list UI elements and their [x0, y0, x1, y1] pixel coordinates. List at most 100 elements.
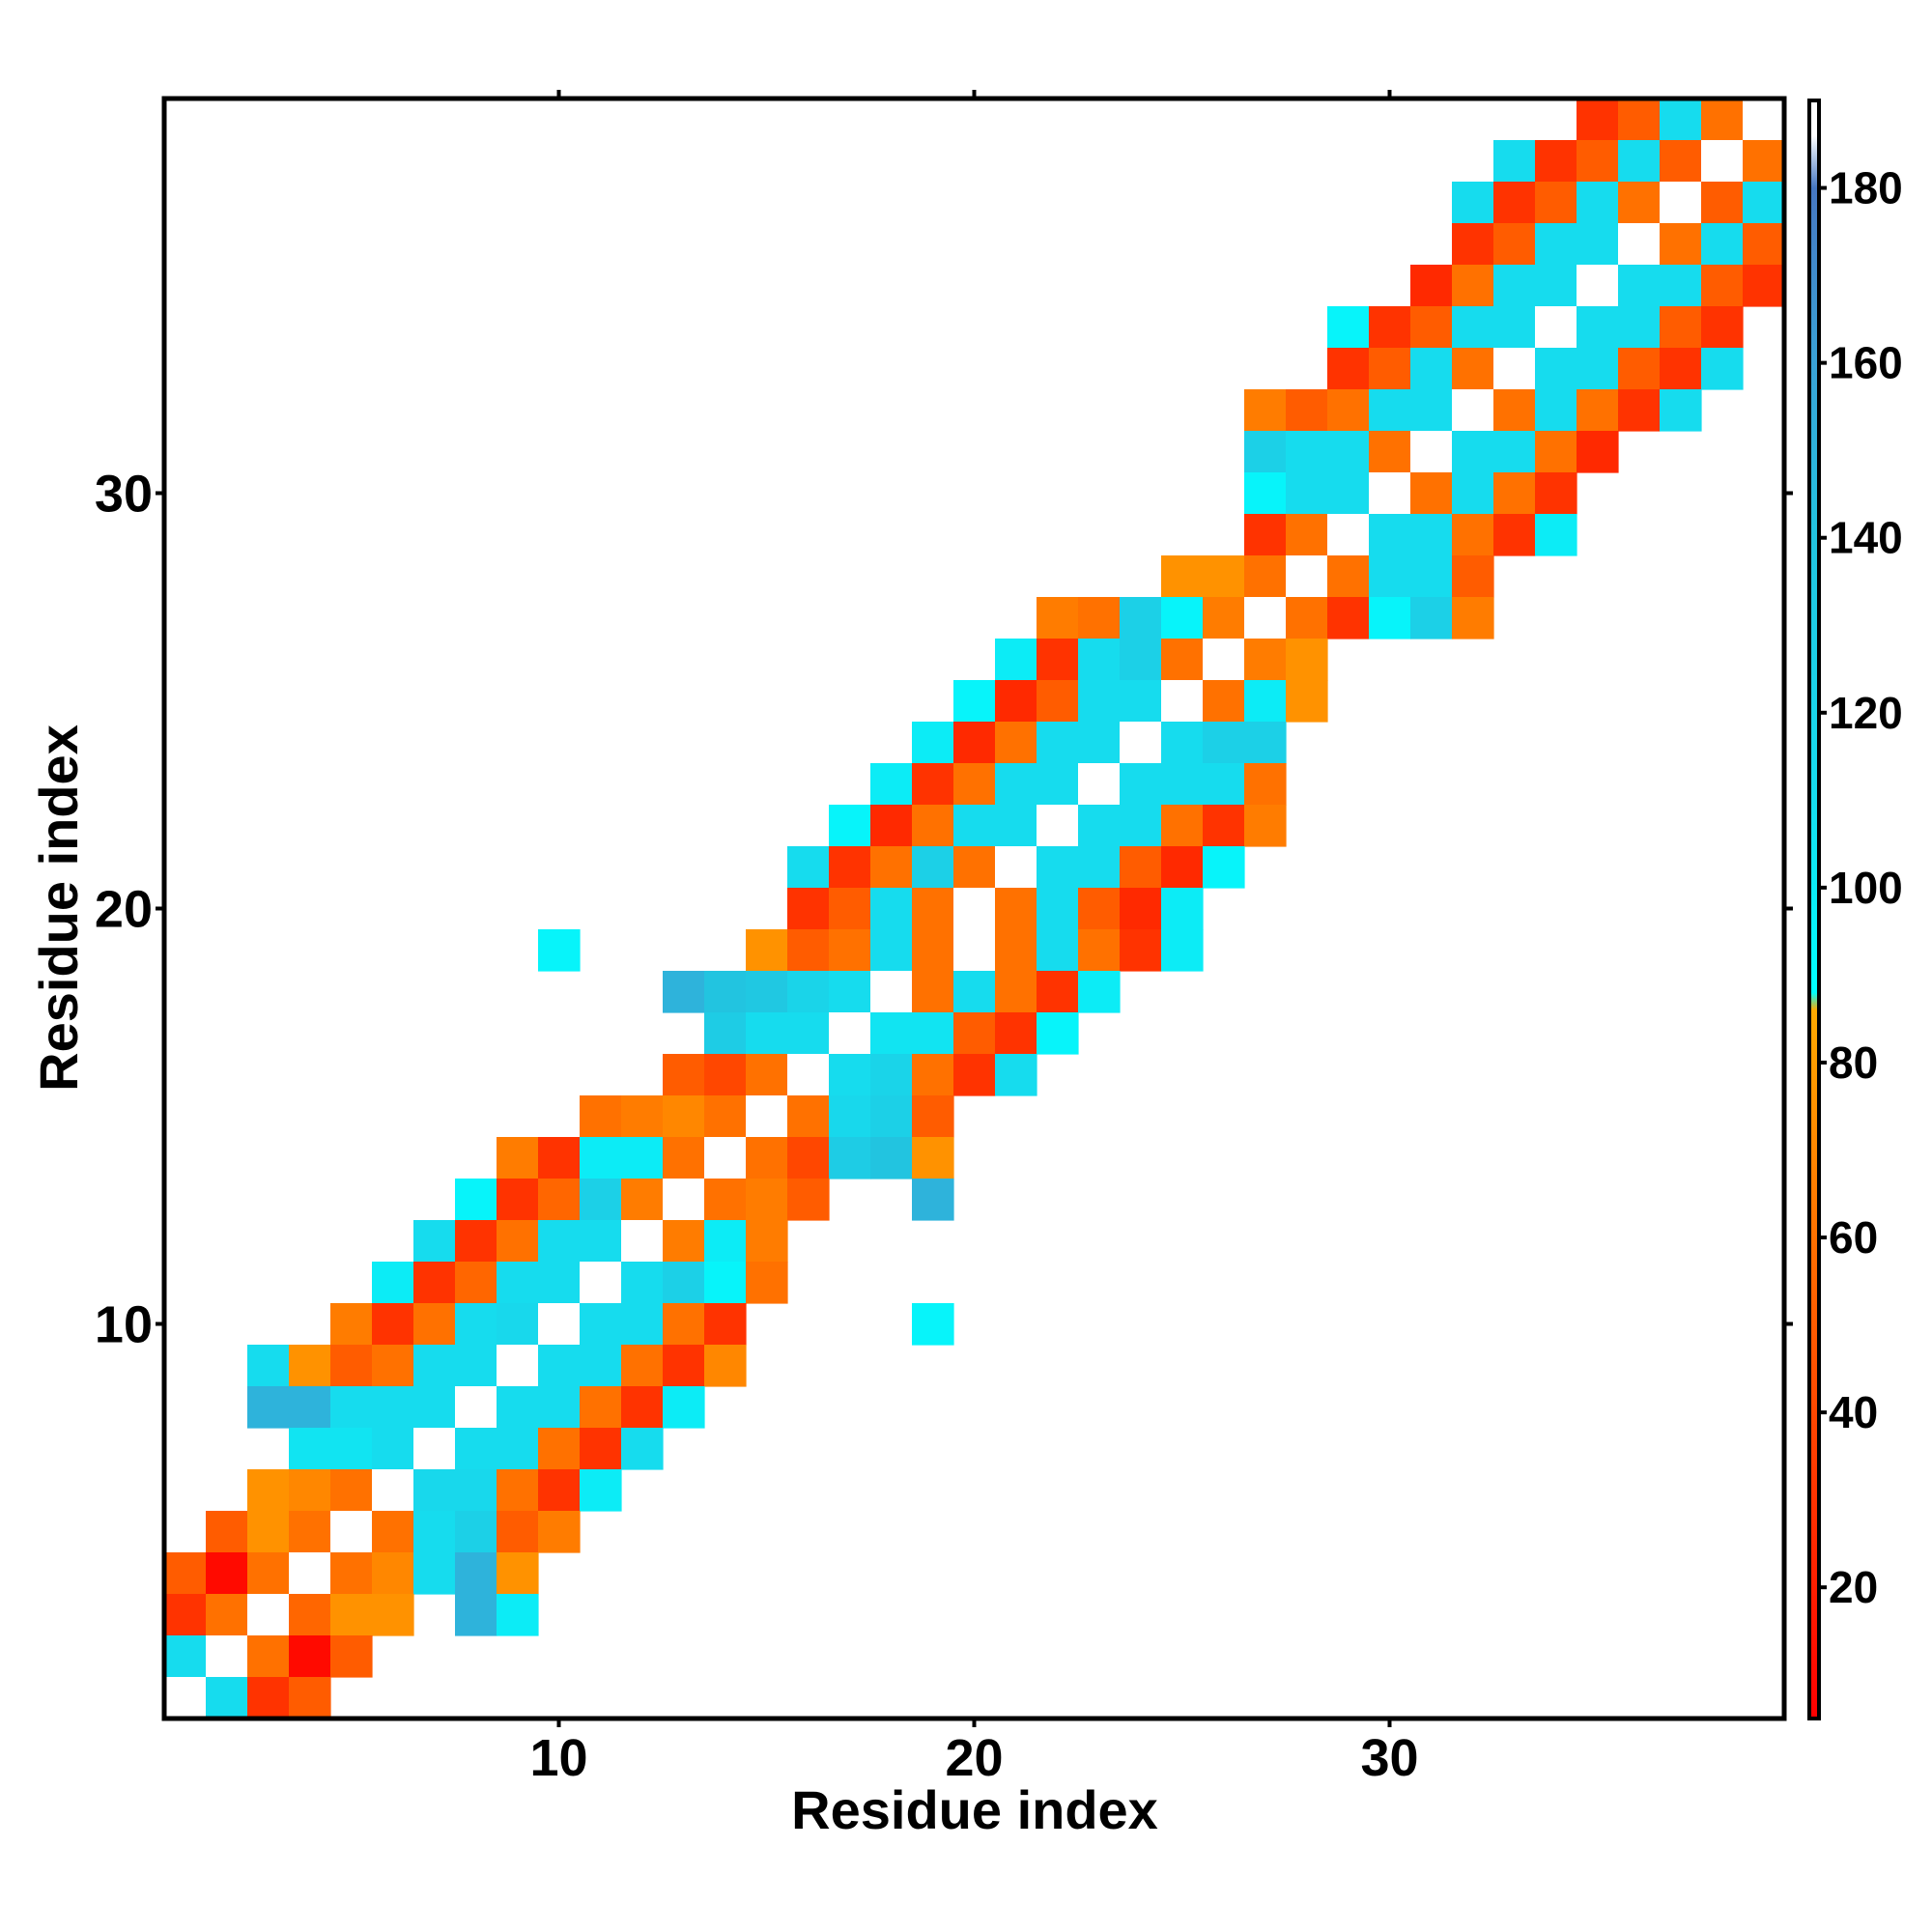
heatmap-cell — [1327, 555, 1370, 598]
heatmap-cell — [330, 1345, 373, 1387]
heatmap-cell — [870, 1054, 913, 1096]
heatmap-cell — [1078, 597, 1121, 639]
heatmap-cell — [497, 1428, 539, 1470]
heatmap-cell — [1078, 763, 1121, 806]
heatmap-cell — [497, 1386, 539, 1429]
colorbar-tick-label: 100 — [1829, 863, 1903, 913]
heatmap-cell — [1660, 99, 1702, 141]
colorbar-tick-label: 20 — [1829, 1562, 1878, 1612]
heatmap-cell — [912, 929, 954, 972]
heatmap-cell — [912, 805, 954, 847]
heatmap-cell — [1493, 306, 1536, 349]
heatmap-cell — [1161, 597, 1204, 639]
heatmap-cell — [206, 1677, 248, 1719]
heatmap-cell — [1244, 763, 1287, 806]
heatmap-cell — [1535, 265, 1577, 307]
heatmap-cell — [829, 929, 871, 972]
heatmap-cell — [1660, 389, 1702, 432]
heatmap-cell — [1203, 846, 1245, 889]
heatmap-cell — [995, 846, 1037, 889]
heatmap-cell — [413, 1345, 456, 1387]
heatmap-cell — [704, 1220, 747, 1263]
heatmap-cell — [497, 1552, 539, 1595]
heatmap-cell — [621, 1179, 664, 1221]
heatmap-cell — [497, 1345, 539, 1387]
heatmap-cell — [1493, 140, 1536, 183]
heatmap-cell — [1369, 514, 1411, 556]
heatmap-cell — [995, 680, 1037, 723]
heatmap-cell — [1078, 722, 1121, 764]
heatmap-cell — [580, 1469, 622, 1512]
heatmap-cell — [538, 1262, 581, 1304]
heatmap-cell — [330, 1552, 373, 1595]
heatmap-cell — [1369, 306, 1411, 349]
heatmap-cell — [621, 1386, 664, 1429]
heatmap-cell — [413, 1511, 456, 1553]
heatmap-cell — [330, 1469, 373, 1512]
heatmap-cell — [829, 1012, 871, 1055]
heatmap-cell — [953, 971, 996, 1013]
heatmap-cell — [580, 1386, 622, 1429]
heatmap-cell — [330, 1635, 373, 1678]
heatmap-cell — [829, 1137, 871, 1179]
colorbar-ticks: 20 40 60 80 100 120 140 160 180 — [1819, 163, 1903, 1612]
heatmap-cell — [1244, 639, 1287, 681]
heatmap-cell — [1660, 306, 1702, 349]
colorbar-tick-label: 40 — [1829, 1387, 1878, 1437]
heatmap-cell — [1037, 680, 1079, 723]
heatmap-cell — [746, 1054, 788, 1096]
heatmap-cell — [1037, 888, 1079, 930]
heatmap-cell — [1244, 597, 1287, 639]
heatmap-cell — [1535, 431, 1577, 473]
heatmap-cell — [1577, 306, 1619, 349]
heatmap-cell — [1203, 805, 1245, 847]
heatmap-cell — [1286, 597, 1328, 639]
heatmap-cell — [953, 722, 996, 764]
y-axis-title: Residue index — [28, 724, 89, 1092]
heatmap-cell — [1286, 639, 1328, 681]
heatmap-cell — [580, 1303, 622, 1346]
heatmap-cell — [1327, 514, 1370, 556]
heatmap-cell — [746, 971, 788, 1013]
heatmap-cell — [1577, 140, 1619, 183]
heatmap-cell — [1452, 348, 1494, 390]
heatmap-cell — [1452, 431, 1494, 473]
heatmap-cell — [746, 1137, 788, 1179]
heatmap-cell — [413, 1262, 456, 1304]
heatmap-cell — [1120, 929, 1162, 972]
heatmap-cell — [538, 1179, 581, 1221]
heatmap-cell — [1120, 722, 1162, 764]
heatmap-cell — [538, 1386, 581, 1429]
heatmap-cell — [1369, 431, 1411, 473]
heatmap-cell — [1161, 722, 1204, 764]
heatmap-cell — [1327, 597, 1370, 639]
heatmap-cell — [787, 1012, 830, 1055]
heatmap-cell — [746, 1262, 788, 1304]
colorbar-tick-label: 60 — [1829, 1212, 1878, 1263]
heatmap-cell — [1037, 639, 1079, 681]
heatmap-cell — [538, 1469, 581, 1512]
colorbar-tick-label: 80 — [1829, 1037, 1878, 1088]
heatmap-cell — [1452, 555, 1494, 598]
heatmap-cell — [829, 1054, 871, 1096]
heatmap-cell — [1410, 555, 1453, 598]
heatmap-cell — [1161, 639, 1204, 681]
heatmap-cell — [330, 1428, 373, 1470]
heatmap-cell — [787, 846, 830, 889]
heatmap-cell — [1618, 389, 1661, 432]
heatmap-cell — [1120, 680, 1162, 723]
x-tick-label: 30 — [1360, 1729, 1418, 1787]
heatmap-cell — [1037, 805, 1079, 847]
heatmap-cell — [1161, 805, 1204, 847]
heatmap-cell — [413, 1386, 456, 1429]
heatmap-cell — [663, 1386, 705, 1429]
heatmap-cell — [247, 1511, 290, 1553]
heatmap-cell — [1493, 472, 1536, 515]
colorbar: 20 40 60 80 100 120 140 160 180 — [1807, 99, 1903, 1720]
heatmap-cell — [704, 1179, 747, 1221]
heatmap-cell — [1286, 680, 1328, 723]
heatmap-cell — [497, 1469, 539, 1512]
heatmap-cell — [372, 1262, 414, 1304]
heatmap-cell — [1743, 265, 1785, 307]
heatmap-cell — [1660, 348, 1702, 390]
